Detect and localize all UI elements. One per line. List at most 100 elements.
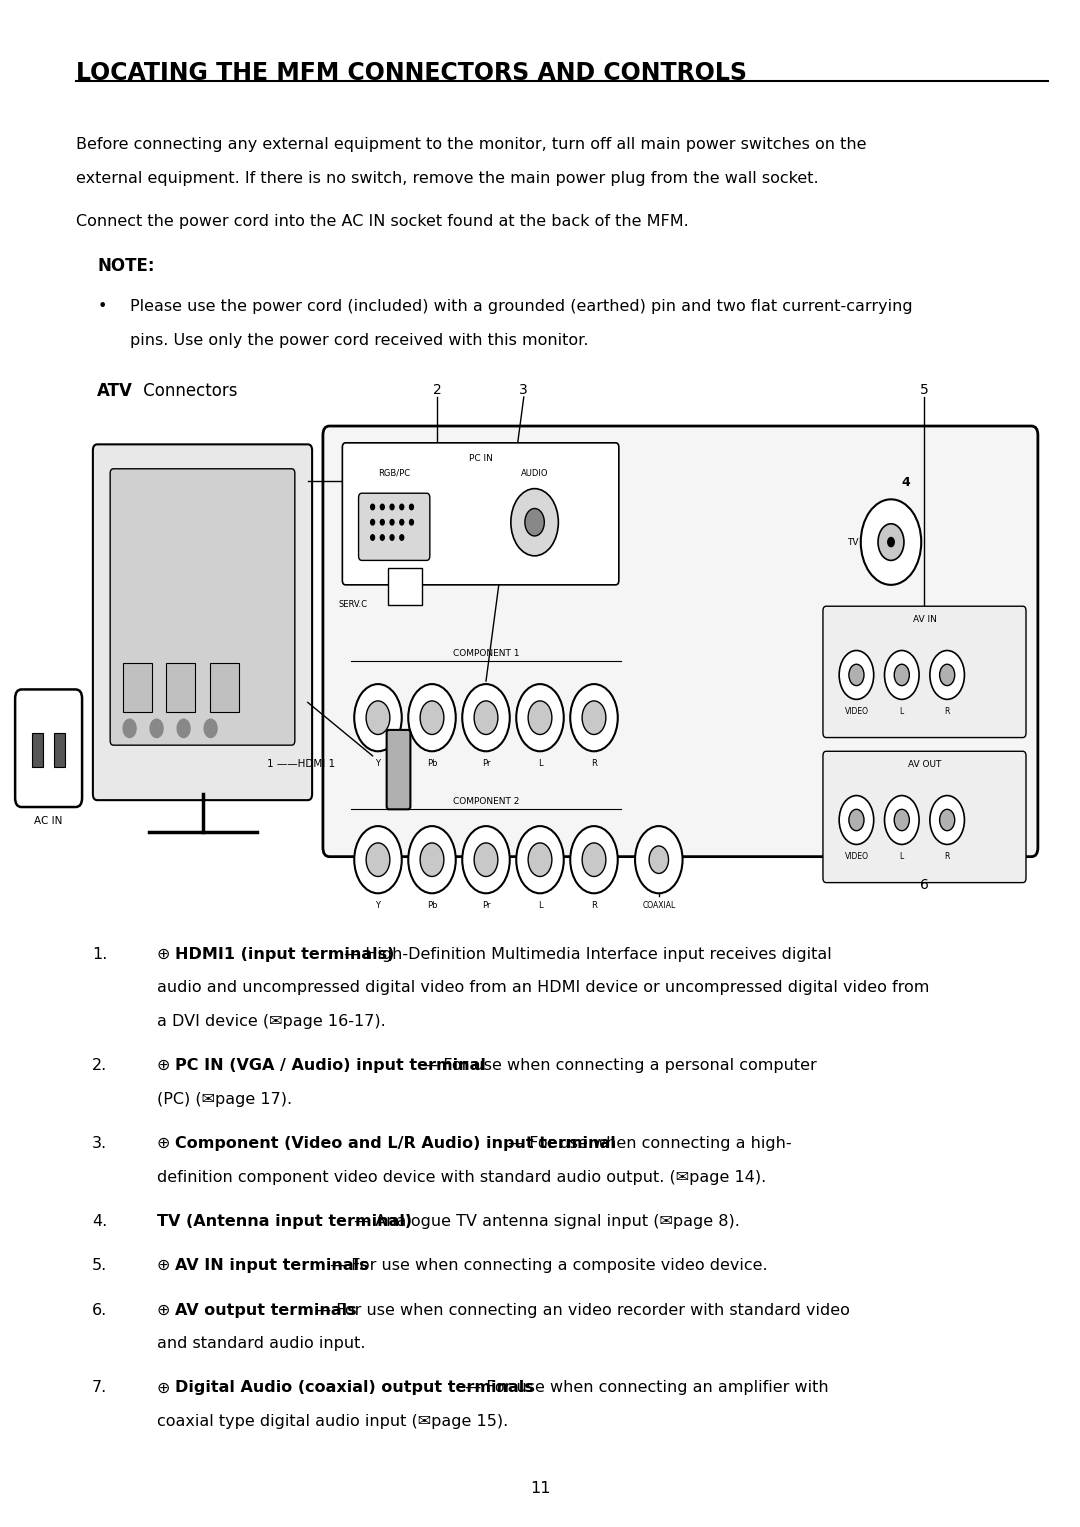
Circle shape xyxy=(570,826,618,893)
Text: (PC) (✉page 17).: (PC) (✉page 17). xyxy=(157,1092,292,1107)
Text: AUDIO: AUDIO xyxy=(521,469,549,478)
Circle shape xyxy=(400,519,404,525)
Text: AV IN input terminals: AV IN input terminals xyxy=(175,1258,368,1274)
Circle shape xyxy=(839,651,874,699)
Text: 1.: 1. xyxy=(92,947,107,962)
FancyBboxPatch shape xyxy=(342,443,619,585)
Bar xyxy=(54,733,65,767)
FancyBboxPatch shape xyxy=(15,690,82,806)
Text: Pb: Pb xyxy=(427,759,437,768)
Circle shape xyxy=(940,809,955,831)
Text: — For use when connecting a high-: — For use when connecting a high- xyxy=(503,1136,792,1151)
Text: ⊕: ⊕ xyxy=(157,1380,170,1396)
Text: TV: TV xyxy=(847,538,859,547)
Circle shape xyxy=(420,701,444,734)
Circle shape xyxy=(516,684,564,751)
Circle shape xyxy=(123,719,136,738)
Text: 7.: 7. xyxy=(92,1380,107,1396)
Circle shape xyxy=(370,519,375,525)
Circle shape xyxy=(409,519,414,525)
Circle shape xyxy=(408,684,456,751)
Text: Pb: Pb xyxy=(427,901,437,910)
Circle shape xyxy=(570,684,618,751)
Circle shape xyxy=(390,504,394,510)
Text: 2: 2 xyxy=(433,383,442,397)
Circle shape xyxy=(849,809,864,831)
Text: pins. Use only the power cord received with this monitor.: pins. Use only the power cord received w… xyxy=(130,333,589,348)
Text: ATV: ATV xyxy=(97,382,133,400)
Circle shape xyxy=(839,796,874,844)
Text: 5.: 5. xyxy=(92,1258,107,1274)
Circle shape xyxy=(885,651,919,699)
Text: and standard audio input.: and standard audio input. xyxy=(157,1336,365,1351)
Text: — High-Definition Multimedia Interface input receives digital: — High-Definition Multimedia Interface i… xyxy=(339,947,832,962)
Text: Pr: Pr xyxy=(482,759,490,768)
Text: COMPONENT 1: COMPONENT 1 xyxy=(453,649,519,658)
FancyBboxPatch shape xyxy=(823,606,1026,738)
Circle shape xyxy=(528,843,552,876)
Circle shape xyxy=(940,664,955,686)
Text: COMPONENT 2: COMPONENT 2 xyxy=(453,797,519,806)
Circle shape xyxy=(582,701,606,734)
Text: 3: 3 xyxy=(519,383,528,397)
Text: Digital Audio (coaxial) output terminals: Digital Audio (coaxial) output terminals xyxy=(175,1380,534,1396)
Circle shape xyxy=(888,538,894,547)
Text: 2.: 2. xyxy=(92,1058,107,1073)
FancyBboxPatch shape xyxy=(823,751,1026,883)
Text: 4.: 4. xyxy=(92,1214,107,1229)
Text: coaxial type digital audio input (✉page 15).: coaxial type digital audio input (✉page … xyxy=(157,1414,508,1429)
Text: PC IN: PC IN xyxy=(469,454,492,463)
Text: 5: 5 xyxy=(920,383,929,397)
Text: ⊕: ⊕ xyxy=(157,947,170,962)
Circle shape xyxy=(930,796,964,844)
Circle shape xyxy=(366,701,390,734)
Circle shape xyxy=(528,701,552,734)
FancyBboxPatch shape xyxy=(110,469,295,745)
Text: COAXIAL: COAXIAL xyxy=(643,901,675,910)
Text: 6.: 6. xyxy=(92,1303,107,1318)
Text: — For use when connecting a composite video device.: — For use when connecting a composite vi… xyxy=(325,1258,767,1274)
Circle shape xyxy=(380,534,384,541)
FancyBboxPatch shape xyxy=(359,493,430,560)
Text: Component (Video and L/R Audio) input terminal: Component (Video and L/R Audio) input te… xyxy=(175,1136,616,1151)
Text: R: R xyxy=(591,901,597,910)
Text: Pr: Pr xyxy=(482,901,490,910)
Text: — For use when connecting a personal computer: — For use when connecting a personal com… xyxy=(417,1058,818,1073)
Circle shape xyxy=(408,826,456,893)
Circle shape xyxy=(930,651,964,699)
Text: — For use when connecting an amplifier with: — For use when connecting an amplifier w… xyxy=(460,1380,828,1396)
Text: VIDEO: VIDEO xyxy=(845,852,868,861)
Circle shape xyxy=(390,534,394,541)
Text: a DVI device (✉page 16-17).: a DVI device (✉page 16-17). xyxy=(157,1014,386,1029)
Circle shape xyxy=(894,664,909,686)
Text: 3.: 3. xyxy=(92,1136,107,1151)
Circle shape xyxy=(370,534,375,541)
Circle shape xyxy=(462,826,510,893)
Text: SERV.C: SERV.C xyxy=(338,600,367,609)
Text: ⊕: ⊕ xyxy=(157,1258,170,1274)
Text: Before connecting any external equipment to the monitor, turn off all main power: Before connecting any external equipment… xyxy=(76,137,866,153)
Circle shape xyxy=(204,719,217,738)
Text: AV output terminals: AV output terminals xyxy=(175,1303,356,1318)
Text: AV OUT: AV OUT xyxy=(908,760,941,770)
Circle shape xyxy=(525,508,544,536)
Text: external equipment. If there is no switch, remove the main power plug from the w: external equipment. If there is no switc… xyxy=(76,171,819,186)
Text: 11: 11 xyxy=(530,1481,550,1496)
Circle shape xyxy=(400,504,404,510)
Text: 6: 6 xyxy=(920,878,929,892)
Text: VIDEO: VIDEO xyxy=(845,707,868,716)
Circle shape xyxy=(380,519,384,525)
Text: Connectors: Connectors xyxy=(138,382,238,400)
Text: Y: Y xyxy=(376,759,380,768)
FancyBboxPatch shape xyxy=(123,663,152,712)
Circle shape xyxy=(582,843,606,876)
Text: — For use when connecting an video recorder with standard video: — For use when connecting an video recor… xyxy=(310,1303,850,1318)
FancyBboxPatch shape xyxy=(387,730,410,809)
Text: NOTE:: NOTE: xyxy=(97,257,154,275)
Text: 4: 4 xyxy=(902,475,910,489)
Circle shape xyxy=(649,846,669,873)
Circle shape xyxy=(409,504,414,510)
Text: definition component video device with standard audio output. (✉page 14).: definition component video device with s… xyxy=(157,1170,766,1185)
Circle shape xyxy=(370,504,375,510)
Circle shape xyxy=(354,826,402,893)
